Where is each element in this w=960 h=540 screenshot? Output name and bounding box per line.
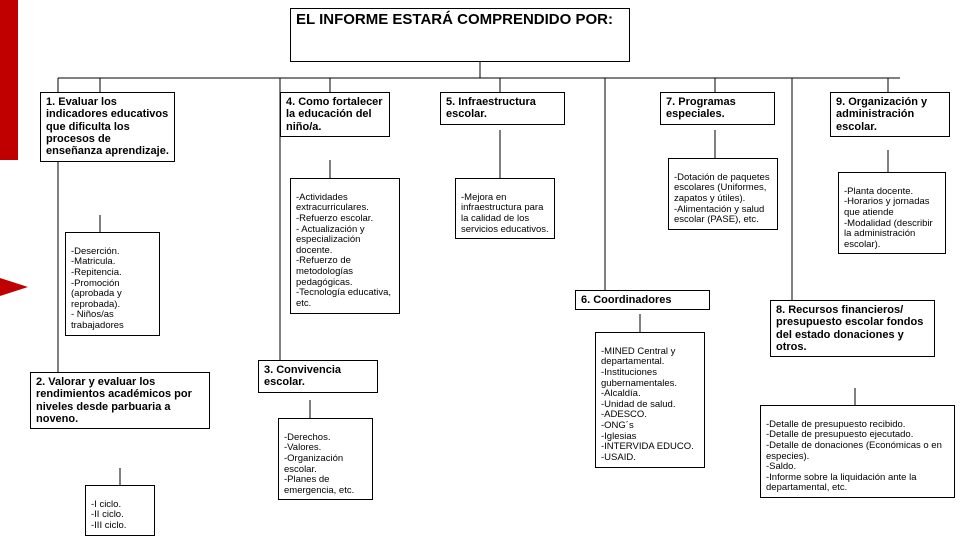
- node-4-body: -Actividades extracurriculares. -Refuerz…: [290, 178, 400, 314]
- node-7-body-text: -Dotación de paquetes escolares (Uniform…: [674, 172, 770, 226]
- node-2-body: -I ciclo. -II ciclo. -III ciclo.: [85, 485, 155, 536]
- node-9-body: -Planta docente. -Horarios y jornadas qu…: [838, 172, 946, 254]
- accent-arrow: [0, 278, 28, 296]
- node-6-body-text: -MINED Central y departamental. -Institu…: [601, 346, 694, 463]
- node-7: 7. Programas especiales.: [660, 92, 775, 125]
- node-6-body: -MINED Central y departamental. -Institu…: [595, 332, 705, 468]
- node-8: 8. Recursos financieros/ presupuesto esc…: [770, 300, 935, 357]
- node-3-body: -Derechos. -Valores. -Organización escol…: [278, 418, 373, 500]
- node-1: 1. Evaluar los indicadores educativos qu…: [40, 92, 175, 162]
- node-2-head: 2. Valorar y evaluar los rendimientos ac…: [36, 376, 192, 425]
- node-5: 5. Infraestructura escolar.: [440, 92, 565, 125]
- node-6: 6. Coordinadores: [575, 290, 710, 310]
- node-9-body-text: -Planta docente. -Horarios y jornadas qu…: [844, 186, 933, 250]
- node-5-head: 5. Infraestructura escolar.: [446, 96, 536, 120]
- node-3: 3. Convivencia escolar.: [258, 360, 378, 393]
- node-8-body: -Detalle de presupuesto recibido. -Detal…: [760, 405, 955, 498]
- node-9: 9. Organización y administración escolar…: [830, 92, 950, 137]
- node-1-body-text: -Deserción. -Matricula. -Repitencia. -Pr…: [71, 246, 124, 331]
- node-8-body-text: -Detalle de presupuesto recibido. -Detal…: [766, 419, 942, 494]
- node-7-body: -Dotación de paquetes escolares (Uniform…: [668, 158, 778, 230]
- title-box: EL INFORME ESTARÁ COMPRENDIDO POR:: [290, 8, 630, 62]
- node-2: 2. Valorar y evaluar los rendimientos ac…: [30, 372, 210, 429]
- node-4-body-text: -Actividades extracurriculares. -Refuerz…: [296, 192, 391, 309]
- node-5-body-text: -Mejora en infraestructura para la calid…: [461, 192, 549, 235]
- node-7-head: 7. Programas especiales.: [666, 96, 736, 120]
- accent-bar: [0, 0, 18, 160]
- node-9-head: 9. Organización y administración escolar…: [836, 96, 927, 133]
- node-8-head: 8. Recursos financieros/ presupuesto esc…: [776, 304, 923, 353]
- title-text: EL INFORME ESTARÁ COMPRENDIDO POR:: [296, 11, 613, 28]
- node-3-body-text: -Derechos. -Valores. -Organización escol…: [284, 432, 354, 496]
- diagram-stage: EL INFORME ESTARÁ COMPRENDIDO POR: 1. Ev…: [0, 0, 960, 540]
- node-2-body-text: -I ciclo. -II ciclo. -III ciclo.: [91, 499, 126, 531]
- node-4-head: 4. Como fortalecer la educación del niño…: [286, 96, 383, 133]
- node-4: 4. Como fortalecer la educación del niño…: [280, 92, 390, 137]
- node-5-body: -Mejora en infraestructura para la calid…: [455, 178, 555, 239]
- node-3-head: 3. Convivencia escolar.: [264, 364, 341, 388]
- node-1-head: 1. Evaluar los indicadores educativos qu…: [46, 96, 169, 157]
- node-6-head: 6. Coordinadores: [581, 294, 671, 306]
- node-1-body: -Deserción. -Matricula. -Repitencia. -Pr…: [65, 232, 160, 336]
